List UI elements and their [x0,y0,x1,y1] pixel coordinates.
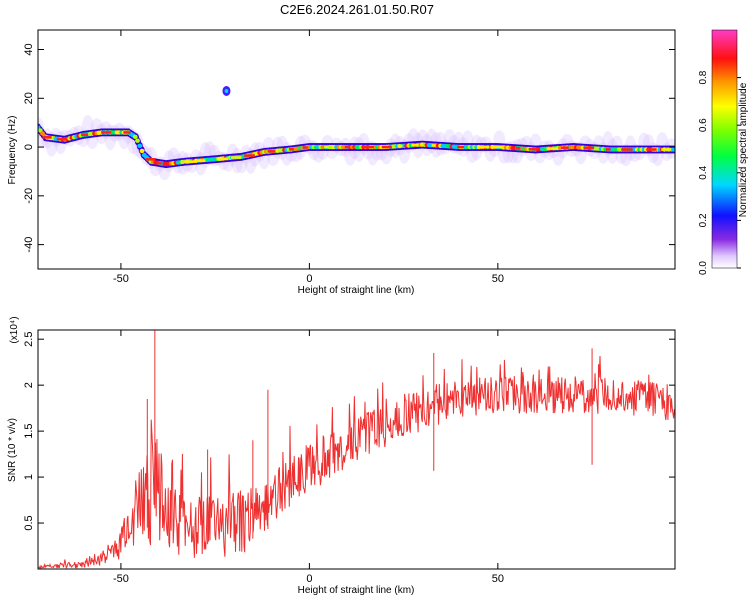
ridge-peak [42,136,52,139]
colorbar-tick-label: 0.6 [698,118,709,132]
ridge-peak [216,157,228,161]
ridge-peak [157,161,162,165]
spectrogram-panel: -50 0 50 -40 -20 0 20 40 Height of straight li… [7,29,676,296]
ridge-peak [101,131,112,134]
colorbar-label: Normalized spectral amplitude [738,82,749,217]
ridge-peak [457,145,465,149]
ridge-peak [546,147,558,150]
spectrogram-y-tick-label: -40 [23,237,35,253]
snr-panel: -50 0 50 0.5 1 1.5 2 2.5 Height of straight li… [7,316,676,596]
ridge-peak [661,148,672,151]
spectrogram-x-tick-label: 50 [492,273,504,285]
ridge-peak [362,145,374,149]
snr-y-ticks: 0.5 1 1.5 2 2.5 [23,332,675,531]
snr-y-tick-label: 0.5 [23,515,35,530]
ridge-peak [605,148,611,151]
snr-x-tick-label: 50 [492,573,504,585]
isolated-spot-core [224,88,229,93]
ridge-peak [621,148,633,151]
ridge-peak [515,147,521,150]
ridge-core [139,148,145,154]
ridge-peak [491,145,504,149]
ridge-core [135,138,140,143]
ridge-peak [381,145,392,149]
spectrogram-frame [37,29,676,270]
spectrogram-x-tick-label: -50 [113,273,129,285]
ridge-peak [145,158,156,161]
snr-x-tick-label: 0 [306,573,312,585]
ridge-peak [560,146,569,149]
spectrogram-x-ticks: -50 0 50 [113,30,504,285]
snr-scale-label: (x10⁴) [9,316,20,343]
colorbar-tick-label: 0.0 [698,261,709,275]
ridge-peak [478,145,490,149]
snr-y-tick-label: 1 [23,474,35,480]
ridge-core [132,134,138,140]
colorbar: 0.0 0.2 0.4 0.6 0.8 Normalized spectral ampl… [698,29,749,275]
spectrogram-y-tick-label: 40 [23,43,35,55]
ridge-core [137,143,143,149]
spectrogram-y-tick-label: -20 [23,188,35,204]
spectrogram-y-tick-label: 20 [23,92,35,104]
ridge-peak [244,154,255,157]
ridge-peak [231,156,242,159]
ridge-peak [411,143,419,147]
ridge-peak [324,145,329,149]
snr-x-axis-label: Height of straight line (km) [298,585,415,596]
ridge-peak [397,144,403,148]
ridge-peak [344,145,350,149]
snr-y-axis-label: SNR (10 * v/v) [7,418,18,482]
ridge-core [671,147,675,152]
ridge-peak [647,148,657,151]
ridge-peak [183,160,195,163]
spectrogram-x-tick-label: 0 [306,273,312,285]
snr-x-ticks: -50 0 50 [113,330,504,585]
ridge-peak [267,150,276,153]
snr-series-line [38,355,675,569]
colorbar-tick-label: 0.2 [698,213,709,227]
colorbar-tick-label: 0.8 [698,70,709,84]
ridge-peak [123,131,131,134]
snr-y-tick-label: 2.5 [23,332,35,347]
spectrogram-ridge [38,85,675,180]
colorbar-ticks: 0.0 0.2 0.4 0.6 0.8 [698,70,741,275]
snr-peaks [146,330,593,545]
snr-x-tick-label: -50 [113,573,129,585]
spectrogram-x-axis-label: Height of straight line (km) [298,285,415,296]
ridge-peak [81,133,89,137]
spectrogram-y-axis-label: Frequency (Hz) [7,116,18,185]
spectrogram-y-tick-label: 0 [23,144,35,150]
ridge-peak [584,146,595,150]
ridge-peak [195,159,206,162]
ridge-peak [289,148,294,151]
snr-frame [37,329,676,570]
ridge-peak [528,147,538,151]
ridge-peak [431,144,436,147]
snr-y-tick-label: 2 [23,382,35,388]
colorbar-gradient [711,29,738,269]
ridge-peak [56,137,68,141]
ridge-peak [302,146,308,149]
snr-y-tick-label: 1.5 [23,423,35,438]
chart-title: C2E6.2024.261.01.50.R07 [280,2,434,17]
spectrogram-y-ticks: -40 -20 0 20 40 [23,43,675,253]
colorbar-tick-label: 0.4 [698,165,709,179]
